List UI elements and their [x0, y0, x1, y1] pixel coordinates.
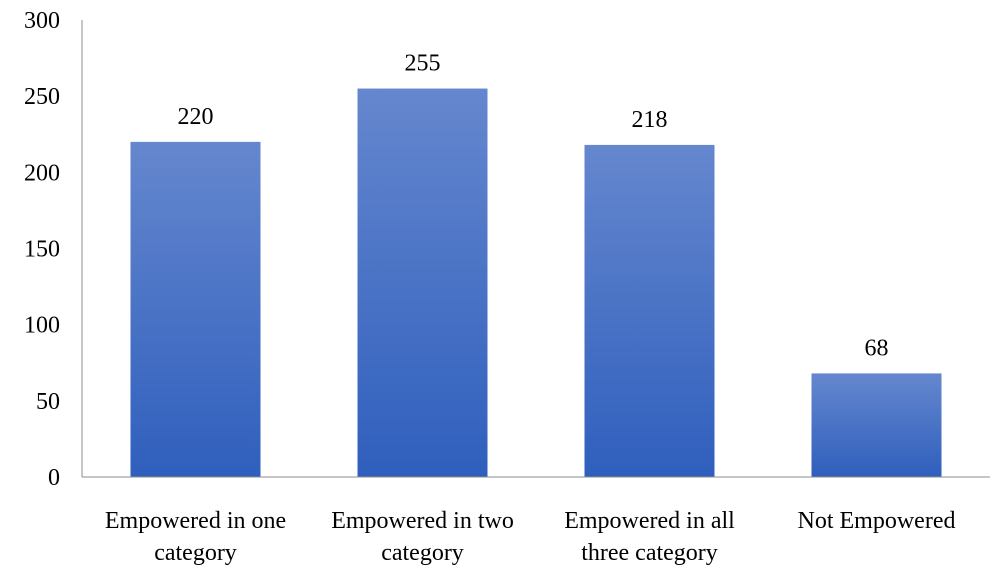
category-label-0-line-1: category [154, 540, 237, 566]
data-label-0: 220 [178, 104, 214, 130]
y-tick-label-50: 50 [36, 389, 60, 415]
category-label-0-line-0: Empowered in one [105, 508, 286, 534]
bar-3 [811, 373, 942, 477]
y-tick-label-100: 100 [24, 313, 60, 339]
y-tick-label-0: 0 [48, 465, 60, 491]
y-tick-label-150: 150 [24, 237, 60, 263]
category-label-2-line-1: three category [581, 540, 718, 566]
y-tick-label-250: 250 [24, 84, 60, 110]
bars [130, 88, 942, 478]
bar-1 [357, 88, 488, 478]
bar-0 [130, 141, 261, 477]
y-tick-label-200: 200 [24, 160, 60, 186]
data-labels: 220 255 218 68 [178, 51, 889, 362]
data-label-1: 255 [405, 51, 441, 77]
category-label-1-line-0: Empowered in two [331, 508, 514, 534]
y-tick-label-300: 300 [24, 8, 60, 34]
category-label-1-line-1: category [381, 540, 464, 566]
category-label-3-line-0: Not Empowered [798, 508, 956, 534]
category-label-2-line-0: Empowered in all [564, 508, 735, 534]
data-label-3: 68 [865, 335, 889, 361]
bar-2 [584, 144, 715, 477]
y-axis-ticks: 0 50 100 150 200 250 300 [24, 8, 60, 491]
data-label-2: 218 [632, 107, 668, 133]
category-labels: Empowered in one category Empowered in two… [105, 508, 956, 566]
